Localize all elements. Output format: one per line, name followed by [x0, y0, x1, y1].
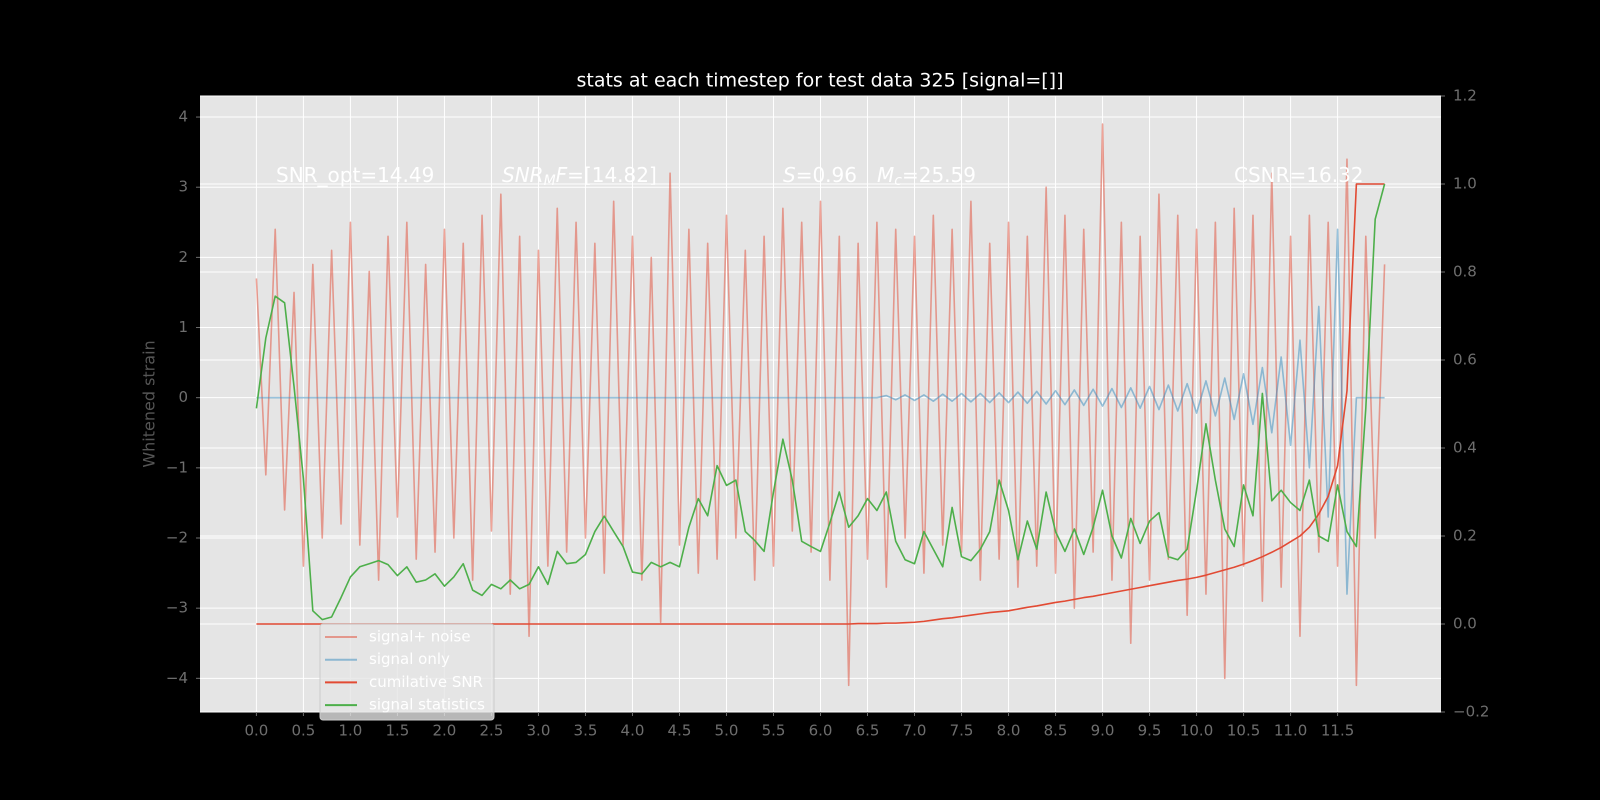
y-tick-label: 1	[178, 318, 188, 336]
annotation: Mc=25.59	[877, 163, 976, 190]
series-line	[255, 183, 1386, 621]
x-tick-label: 11.0	[1274, 722, 1307, 740]
y2-tick-label: 0.4	[1453, 439, 1477, 457]
y-axis-label: Whitened strain	[140, 340, 159, 467]
legend-label: signal only	[369, 650, 450, 668]
legend-label: cumilative SNR	[369, 673, 483, 691]
x-tick-label: 10.5	[1227, 722, 1260, 740]
x-tick-label: 7.5	[950, 722, 974, 740]
y2-tick-label: 0.0	[1453, 615, 1477, 633]
y-tick-label: −1	[166, 458, 188, 476]
y-tick-label: 0	[178, 388, 188, 406]
legend-label: signal statistics	[369, 696, 485, 714]
y-tick-label: 3	[178, 178, 188, 196]
x-tick-label: 11.5	[1321, 722, 1354, 740]
series-line	[255, 123, 1386, 687]
x-tick-label: 6.5	[856, 722, 880, 740]
annotation-part: SNR_opt=14.49	[276, 163, 434, 187]
grid	[200, 95, 1441, 713]
series-line	[256, 228, 1385, 595]
x-tick-label: 3.5	[574, 722, 598, 740]
y2-tick-label: −0.2	[1453, 703, 1489, 721]
x-tick-label: 9.0	[1091, 722, 1115, 740]
annotation: CSNR=16.32	[1234, 163, 1364, 187]
x-tick-label: 1.5	[386, 722, 410, 740]
x-tick-label: 4.0	[621, 722, 645, 740]
annotation: SNRMF=[14.82]	[502, 163, 657, 190]
x-tick-label: 2.5	[480, 722, 504, 740]
legend: signal+ noise signal only cumilative SNR si…	[319, 623, 495, 721]
annotation-part: SNR	[502, 163, 544, 187]
y-tick-label: −2	[166, 529, 188, 547]
y-tick-label: −4	[166, 669, 188, 687]
y2-tick-label: 0.6	[1453, 351, 1477, 369]
x-tick-label: 8.5	[1044, 722, 1068, 740]
annotation-part: c	[894, 173, 902, 189]
y2-tick-label: 0.8	[1453, 263, 1477, 281]
annotation-part: F	[556, 163, 568, 187]
annotation: S=0.96	[783, 163, 857, 187]
annotation-part: CSNR=16.32	[1234, 163, 1364, 187]
y2-tick-label: 1.0	[1453, 175, 1477, 193]
annotation-part: S	[783, 163, 796, 187]
annotations: SNR_opt=14.49 SNRMF=[14.82] S=0.96 Mc=25.59…	[276, 163, 1364, 190]
y-tick-label: 2	[178, 248, 188, 266]
x-tick-label: 0.0	[244, 722, 268, 740]
annotation: SNR_opt=14.49	[276, 163, 434, 187]
x-tick-label: 6.0	[809, 722, 833, 740]
legend-box	[319, 623, 495, 721]
annotation-part: =0.96	[796, 163, 857, 187]
annotation-part: =[14.82]	[567, 163, 657, 187]
x-tick-label: 5.0	[715, 722, 739, 740]
x-tick-label: 3.0	[527, 722, 551, 740]
x-tick-label: 9.5	[1138, 722, 1162, 740]
annotation-part: M	[877, 163, 894, 187]
x-tick-label: 7.0	[903, 722, 927, 740]
x-tick-label: 4.5	[668, 722, 692, 740]
x-tick-label: 5.5	[762, 722, 786, 740]
x-tick-label: 2.0	[433, 722, 457, 740]
annotation-part: M	[544, 173, 556, 189]
plot-lines	[255, 123, 1386, 687]
x-tick-label: 8.0	[997, 722, 1021, 740]
legend-label: signal+ noise	[369, 628, 471, 646]
x-tick-label: 0.5	[291, 722, 315, 740]
axes: 0.0 0.5 1.0 1.5 2.0 2.5 3.0 3.5 4.0 4.5 5.0 5.5 6.0 6…	[166, 87, 1490, 740]
y-tick-label: −3	[166, 599, 188, 617]
annotation-part: =25.59	[902, 163, 976, 187]
y-tick-label: 4	[178, 108, 188, 126]
x-tick-label: 10.0	[1180, 722, 1213, 740]
chart-title: stats at each timestep for test data 325…	[576, 70, 1063, 92]
x-tick-label: 1.0	[338, 722, 362, 740]
y2-tick-label: 0.2	[1453, 527, 1477, 545]
y2-tick-label: 1.2	[1453, 87, 1477, 105]
